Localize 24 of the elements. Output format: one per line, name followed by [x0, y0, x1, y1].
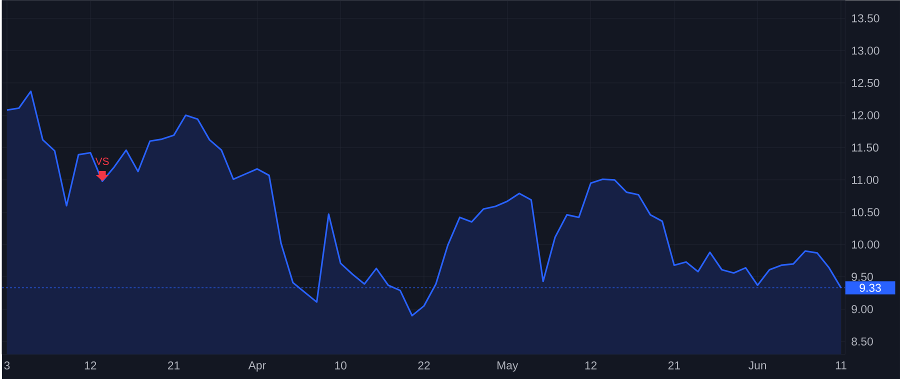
x-tick-label: May: [498, 361, 518, 372]
x-tick-label: 3: [4, 361, 10, 370]
x-tick-label: 12: [585, 361, 597, 370]
x-tick-label: 22: [418, 361, 430, 370]
y-tick-label: 9.50: [852, 272, 873, 281]
x-tick-label: Apr: [248, 361, 266, 372]
y-tick-label: 10.50: [852, 208, 880, 216]
y-tick-label: 12.00: [852, 111, 880, 120]
x-tick-label: 11: [836, 361, 846, 370]
x-tick-label: 21: [168, 361, 180, 370]
y-tick-label: 8.50: [852, 337, 873, 346]
y-tick-label: 9.00: [852, 304, 873, 314]
annotation: VS: [95, 157, 109, 165]
x-tick-label: 10: [335, 361, 346, 370]
x-tick-label: 12: [84, 361, 96, 370]
x-tick-label: 21: [668, 361, 680, 370]
y-tick-label: 12.50: [852, 78, 880, 87]
y-tick-label: 11.50: [852, 143, 878, 152]
y-tick-label: 13.00: [852, 46, 880, 54]
y-tick-label: 10.00: [852, 240, 880, 248]
x-tick-label: Jun: [748, 361, 766, 370]
y-tick-label: 13.50: [852, 14, 880, 22]
y-tick-label: 11.00: [852, 176, 878, 184]
ref-line-label: 9.33: [860, 284, 881, 292]
